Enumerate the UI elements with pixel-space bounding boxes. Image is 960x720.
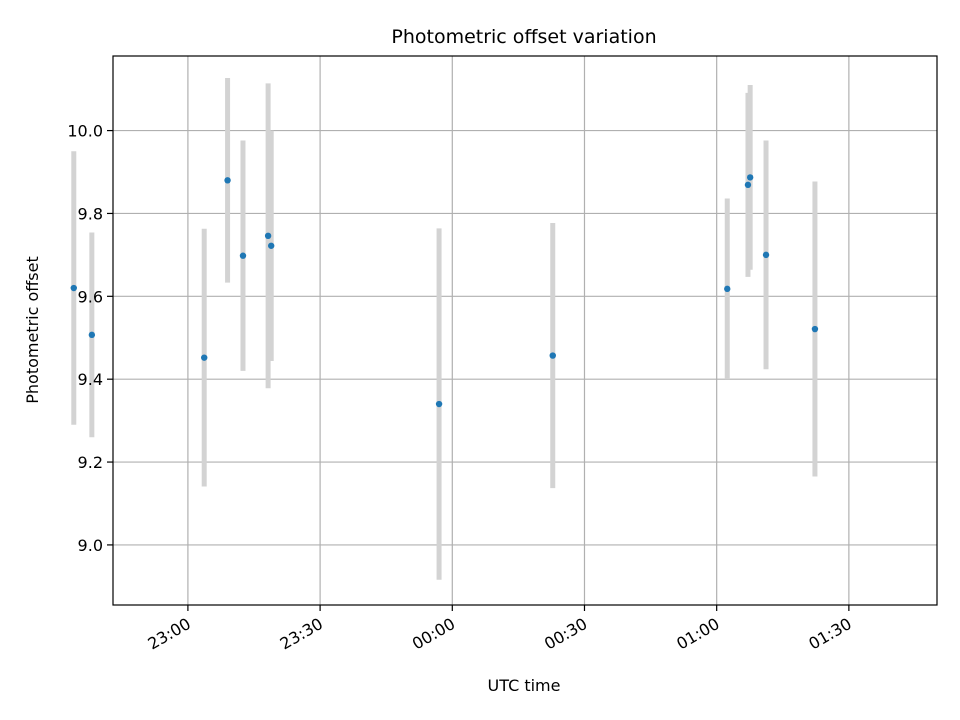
x-tick-label: 01:00 bbox=[673, 614, 722, 654]
data-point bbox=[746, 174, 754, 181]
data-point bbox=[811, 325, 819, 333]
data-point bbox=[549, 352, 556, 359]
x-axis-title: UTC time bbox=[488, 676, 561, 695]
y-tick-label: 10.0 bbox=[67, 122, 103, 141]
x-tick-label: 00:30 bbox=[541, 614, 590, 654]
x-axis-ticks: 23:00 23:30 00:00 00:30 01:00 01:30 bbox=[144, 605, 855, 654]
data-point bbox=[224, 177, 231, 184]
data-point bbox=[88, 331, 96, 339]
data-point bbox=[435, 400, 443, 408]
data-points bbox=[70, 174, 819, 408]
y-tick-label: 9.0 bbox=[78, 536, 103, 555]
data-point bbox=[724, 285, 731, 293]
data-point bbox=[762, 251, 770, 259]
x-tick-label: 23:00 bbox=[144, 614, 193, 654]
data-point bbox=[70, 284, 77, 292]
data-point bbox=[239, 252, 247, 259]
data-point bbox=[267, 242, 275, 249]
chart-title: Photometric offset variation bbox=[391, 26, 656, 48]
data-point bbox=[264, 232, 272, 240]
y-axis-title: Photometric offset bbox=[23, 256, 42, 404]
y-tick-label: 9.6 bbox=[78, 287, 103, 306]
y-tick-label: 9.8 bbox=[78, 204, 103, 223]
grid-lines bbox=[113, 56, 937, 605]
error-bars bbox=[71, 77, 818, 580]
data-point bbox=[201, 354, 208, 361]
y-axis-ticks: 9.0 9.2 9.4 9.6 9.8 10.0 bbox=[67, 122, 113, 555]
data-point bbox=[744, 181, 752, 189]
x-tick-label: 23:30 bbox=[277, 614, 326, 654]
x-tick-label: 00:00 bbox=[409, 614, 458, 654]
y-tick-label: 9.4 bbox=[78, 370, 103, 389]
y-tick-label: 9.2 bbox=[78, 453, 103, 472]
x-tick-label: 01:30 bbox=[805, 614, 854, 654]
plot-frame bbox=[112, 55, 938, 606]
